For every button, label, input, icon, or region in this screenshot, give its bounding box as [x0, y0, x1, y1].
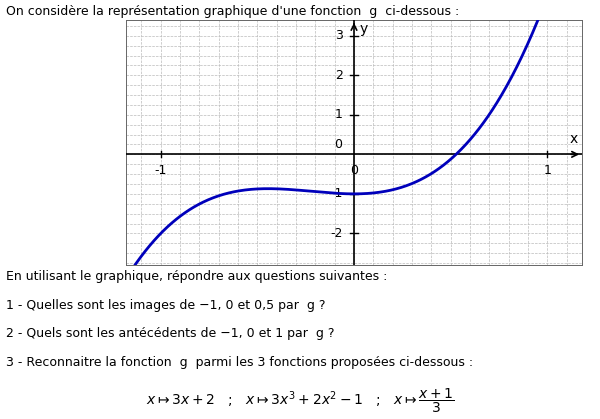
Text: -1: -1	[330, 187, 343, 200]
Text: 0: 0	[335, 138, 343, 151]
Text: $x \mapsto 3x+2$   ;   $x \mapsto 3x^3+2x^2-1$   ;   $x \mapsto \dfrac{x+1}{3}$: $x \mapsto 3x+2$ ; $x \mapsto 3x^3+2x^2-…	[146, 387, 454, 415]
Text: 1 - Quelles sont les images de −1, 0 et 0,5 par  g ?: 1 - Quelles sont les images de −1, 0 et …	[6, 299, 325, 312]
Text: 1: 1	[335, 109, 343, 122]
Text: On considère la représentation graphique d'une fonction  g  ci-dessous :: On considère la représentation graphique…	[6, 5, 459, 18]
Text: 1: 1	[543, 164, 551, 177]
Text: -1: -1	[155, 164, 167, 177]
Text: x: x	[569, 132, 577, 146]
Text: 3 - Reconnaitre la fonction  g  parmi les 3 fonctions proposées ci-dessous :: 3 - Reconnaitre la fonction g parmi les …	[6, 356, 473, 369]
Text: 3: 3	[335, 29, 343, 42]
Text: -2: -2	[330, 227, 343, 240]
Text: 2 - Quels sont les antécédents de −1, 0 et 1 par  g ?: 2 - Quels sont les antécédents de −1, 0 …	[6, 327, 335, 340]
Text: En utilisant le graphique, répondre aux questions suivantes :: En utilisant le graphique, répondre aux …	[6, 270, 388, 283]
Text: 2: 2	[335, 69, 343, 82]
Text: y: y	[359, 23, 368, 36]
Text: 0: 0	[350, 164, 358, 177]
